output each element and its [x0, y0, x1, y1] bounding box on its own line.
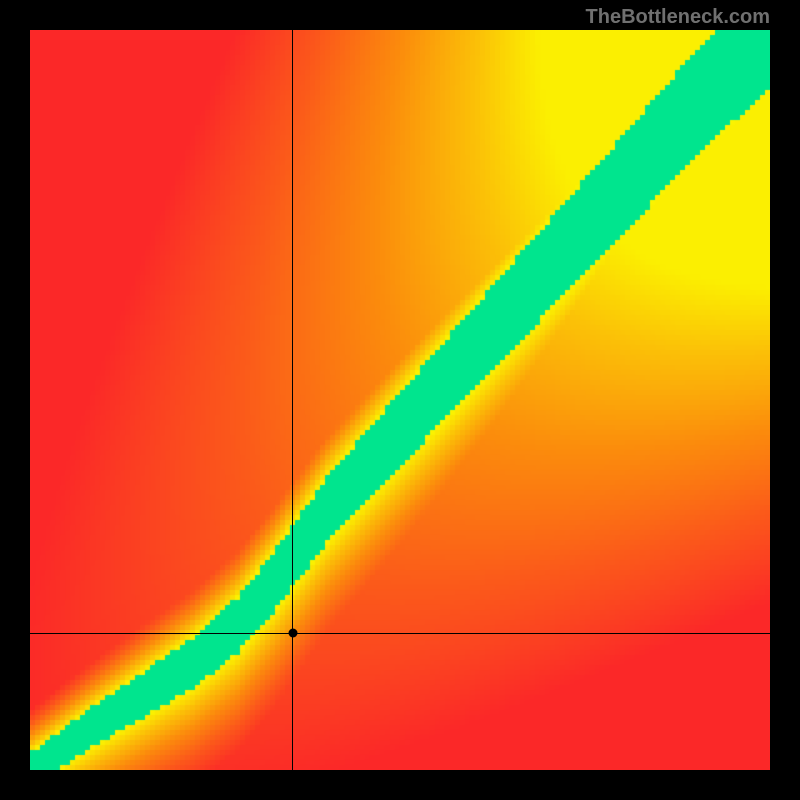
watermark-text: TheBottleneck.com: [586, 6, 770, 29]
crosshair-horizontal: [30, 633, 770, 634]
crosshair-marker: [288, 629, 297, 638]
heatmap-canvas: [30, 30, 770, 770]
crosshair-vertical: [292, 30, 293, 770]
chart-container: TheBottleneck.com: [0, 0, 800, 800]
heatmap-plot: [30, 30, 770, 770]
